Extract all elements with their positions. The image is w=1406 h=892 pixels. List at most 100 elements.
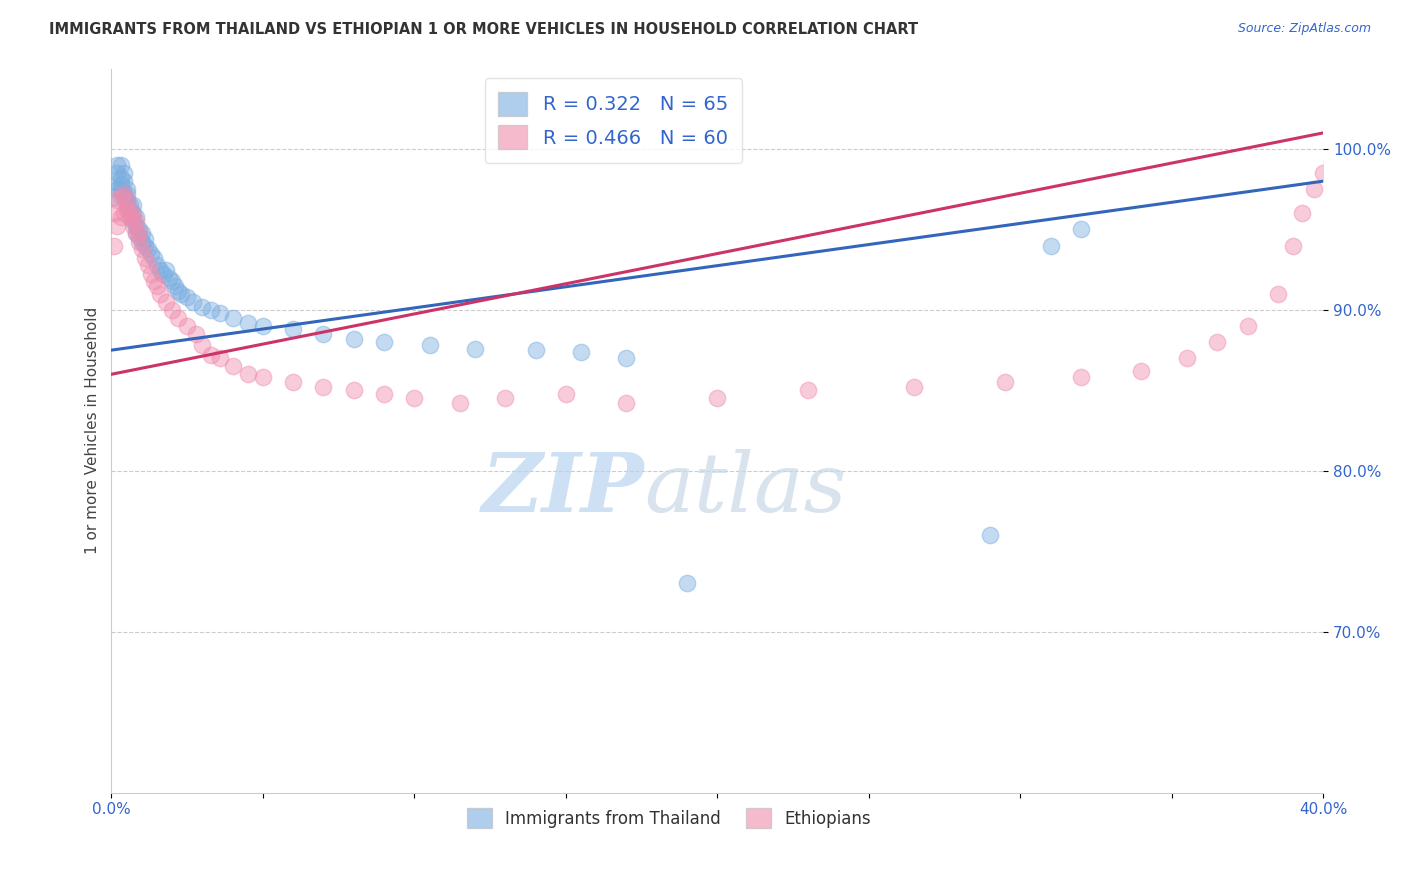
- Point: [110, 158, 132, 172]
- Point: [121, 214, 143, 228]
- Point: [418, 338, 440, 352]
- Point: [283, 376, 305, 390]
- Point: [139, 268, 162, 282]
- Point: [1322, 154, 1344, 169]
- Point: [1312, 166, 1334, 180]
- Point: [112, 206, 135, 220]
- Point: [142, 274, 165, 288]
- Point: [252, 370, 274, 384]
- Point: [131, 242, 153, 256]
- Point: [110, 190, 132, 204]
- Text: IMMIGRANTS FROM THAILAND VS ETHIOPIAN 1 OR MORE VEHICLES IN HOUSEHOLD CORRELATIO: IMMIGRANTS FROM THAILAND VS ETHIOPIAN 1 …: [49, 22, 918, 37]
- Point: [103, 190, 125, 204]
- Point: [236, 316, 259, 330]
- Point: [1291, 206, 1313, 220]
- Point: [134, 252, 156, 266]
- Point: [110, 170, 132, 185]
- Point: [1130, 364, 1153, 378]
- Point: [103, 238, 125, 252]
- Point: [1175, 351, 1198, 366]
- Point: [155, 262, 177, 277]
- Point: [121, 210, 143, 224]
- Point: [149, 286, 172, 301]
- Text: Source: ZipAtlas.com: Source: ZipAtlas.com: [1237, 22, 1371, 36]
- Point: [167, 310, 190, 325]
- Point: [146, 258, 169, 272]
- Point: [1267, 286, 1289, 301]
- Point: [979, 528, 1001, 542]
- Point: [124, 214, 146, 228]
- Point: [110, 178, 132, 192]
- Point: [118, 203, 141, 218]
- Point: [312, 326, 335, 341]
- Point: [107, 182, 129, 196]
- Point: [118, 198, 141, 212]
- Point: [136, 258, 159, 272]
- Point: [128, 226, 150, 240]
- Point: [149, 262, 172, 277]
- Point: [160, 302, 183, 317]
- Point: [115, 187, 138, 202]
- Point: [903, 380, 925, 394]
- Point: [1282, 238, 1305, 252]
- Point: [1206, 334, 1229, 349]
- Point: [676, 576, 699, 591]
- Point: [112, 190, 135, 204]
- Point: [994, 376, 1017, 390]
- Point: [112, 174, 135, 188]
- Point: [373, 386, 395, 401]
- Point: [103, 206, 125, 220]
- Point: [176, 290, 198, 304]
- Point: [110, 182, 132, 196]
- Point: [343, 332, 366, 346]
- Point: [112, 187, 135, 202]
- Point: [343, 384, 366, 398]
- Point: [131, 235, 153, 250]
- Point: [200, 348, 222, 362]
- Point: [124, 226, 146, 240]
- Point: [1070, 370, 1092, 384]
- Point: [134, 232, 156, 246]
- Point: [186, 326, 208, 341]
- Point: [115, 194, 138, 208]
- Point: [112, 166, 135, 180]
- Point: [312, 380, 335, 394]
- Point: [191, 300, 214, 314]
- Point: [706, 392, 728, 406]
- Text: ZIP: ZIP: [482, 449, 644, 529]
- Point: [118, 210, 141, 224]
- Point: [176, 318, 198, 333]
- Point: [128, 230, 150, 244]
- Point: [797, 384, 820, 398]
- Point: [136, 242, 159, 256]
- Point: [373, 334, 395, 349]
- Point: [152, 268, 174, 282]
- Point: [115, 182, 138, 196]
- Point: [115, 198, 138, 212]
- Point: [118, 203, 141, 218]
- Point: [155, 294, 177, 309]
- Point: [146, 278, 169, 293]
- Point: [221, 310, 243, 325]
- Point: [107, 158, 129, 172]
- Point: [107, 219, 129, 234]
- Y-axis label: 1 or more Vehicles in Household: 1 or more Vehicles in Household: [86, 307, 100, 554]
- Point: [252, 318, 274, 333]
- Point: [616, 351, 638, 366]
- Point: [142, 252, 165, 266]
- Point: [107, 166, 129, 180]
- Point: [134, 238, 156, 252]
- Point: [1070, 222, 1092, 236]
- Point: [121, 219, 143, 234]
- Point: [464, 342, 486, 356]
- Point: [449, 396, 471, 410]
- Point: [157, 270, 180, 285]
- Point: [1303, 182, 1326, 196]
- Point: [283, 322, 305, 336]
- Point: [128, 235, 150, 250]
- Point: [124, 210, 146, 224]
- Point: [160, 274, 183, 288]
- Point: [118, 210, 141, 224]
- Point: [554, 386, 576, 401]
- Point: [124, 219, 146, 234]
